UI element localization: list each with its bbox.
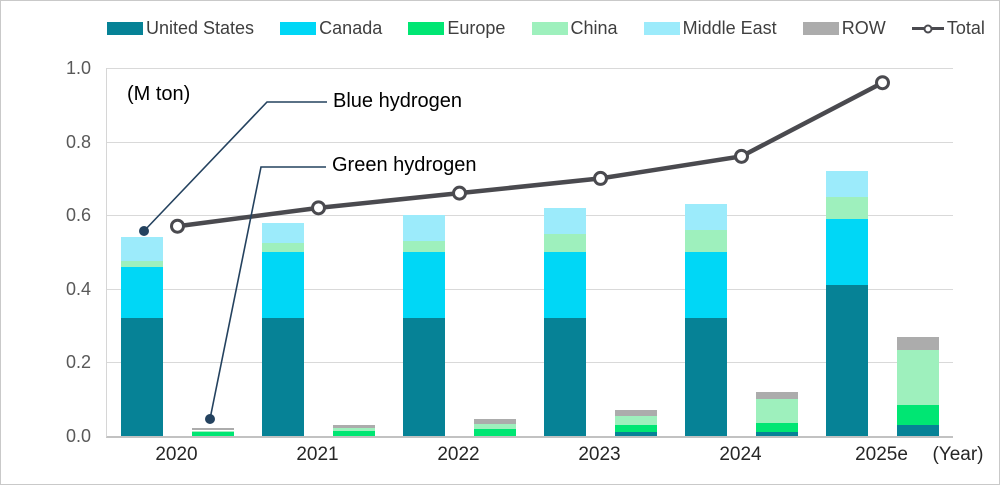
bar-segment-canada-2023 [544,252,586,319]
legend-item-europe: Europe [408,18,505,39]
bar-segment-row-2025e [897,336,939,350]
legend-item-canada: Canada [280,18,382,39]
bar-segment-row-2022 [474,419,516,424]
blue-hydrogen-annotation: Blue hydrogen [333,90,462,112]
bar-segment-united-states-2021 [262,318,304,436]
y-axis-tick-label: 0.8 [65,131,91,152]
bar-segment-united-states-2023 [544,318,586,436]
legend-swatch-europe-icon [408,22,445,35]
bar-segment-europe-2022 [474,429,516,436]
legend-label: China [570,18,618,38]
x-axis-category-label: 2025e [855,444,908,465]
plot-area [106,68,953,438]
bar-segment-china-2021 [333,427,375,432]
x-axis-category-label: 2023 [578,444,621,465]
chart-legend: United States Canada Europe China Middle Eas… [107,18,985,39]
y-axis-tick-label: 0.6 [65,205,91,226]
bar-segment-china-2020 [121,261,163,267]
legend-item-middle-east: Middle East [643,18,777,39]
legend-item-china: China [531,18,618,39]
bar-segment-canada-2025e [826,218,868,286]
bar-segment-china-2023 [544,233,586,252]
x-axis-category-label: 2020 [155,444,198,465]
y-axis-tick-label: 1.0 [65,58,91,78]
total-marker-2024 [734,148,749,164]
bar-segment-canada-2022 [403,252,445,319]
bar-segment-china-2023 [615,415,657,425]
y-axis-tick-label: 0.0 [65,426,91,446]
bar-segment-row-2024 [756,391,798,400]
total-marker-2021 [311,200,326,216]
bar-segment-united-states-2022 [403,318,445,436]
legend-item-united-states: United States [107,18,254,39]
bar-segment-china-2025e [826,196,868,219]
x-axis-category-label: 2024 [719,444,762,465]
bar-segment-china-2022 [403,240,445,252]
bar-segment-canada-2020 [121,266,163,319]
gridline [107,141,953,143]
legend-marker-dot-icon [923,24,933,33]
bar-segment-united-states-2025e [826,285,868,436]
bar-segment-china-2020 [192,430,234,433]
bar-segment-middle-east-2021 [262,222,304,243]
bar-segment-china-2022 [474,423,516,430]
bar-segment-middle-east-2023 [544,207,586,234]
bar-segment-united-states-2020 [121,318,163,436]
bar-segment-united-states-2023 [615,431,657,436]
total-marker-2023 [593,170,608,186]
bar-segment-china-2025e [897,349,939,405]
bar-segment-china-2024 [685,229,727,252]
bar-segment-europe-2023 [615,424,657,432]
legend-swatch-canada-icon [280,22,317,35]
bar-segment-united-states-2024 [685,318,727,436]
green-hydrogen-annotation: Green hydrogen [332,154,477,176]
bar-segment-canada-2024 [685,252,727,319]
bar-segment-europe-2024 [756,423,798,433]
legend-label: United States [146,18,255,38]
total-marker-2022 [452,185,467,201]
x-axis-category-label: 2022 [437,444,480,465]
bar-segment-row-2023 [615,410,657,416]
legend-label: Total [946,18,985,38]
x-axis-category-label: 2021 [296,444,339,465]
x-axis-unit-label: (Year) [932,444,984,465]
bar-segment-middle-east-2022 [403,215,445,241]
unit-label: (M ton) [127,83,191,105]
legend-swatch-middle-east-icon [643,22,680,35]
bar-segment-middle-east-2024 [685,204,727,230]
bar-segment-europe-2025e [897,404,939,425]
bar-segment-canada-2021 [262,252,304,319]
gridline [107,68,953,69]
bar-segment-middle-east-2025e [826,171,868,197]
bar-segment-united-states-2025e [897,424,939,436]
total-marker-2025e [875,75,890,91]
bar-segment-europe-2020 [192,432,234,436]
bar-segment-row-2021 [333,424,375,428]
bar-segment-china-2024 [756,399,798,424]
legend-item-total: Total [911,18,985,39]
gridline [107,362,953,364]
gridline [107,288,953,290]
legend-label: ROW [841,18,886,38]
y-axis-tick-label: 0.4 [65,278,91,299]
legend-swatch-row-icon [802,22,839,35]
legend-label: Canada [319,18,383,38]
bar-segment-middle-east-2020 [121,237,163,262]
legend-item-row: ROW [802,18,886,39]
legend-label: Europe [447,18,506,38]
legend-swatch-united-states-icon [107,22,143,35]
total-line [177,80,884,229]
total-marker-2020 [170,218,185,234]
bar-segment-china-2021 [262,242,304,252]
bar-segment-united-states-2024 [756,432,798,436]
legend-swatch-china-icon [531,22,568,35]
bar-segment-row-2020 [192,427,234,431]
bar-segment-europe-2021 [333,431,375,436]
legend-label: Middle East [682,18,777,38]
legend-line-marker-icon [911,24,944,33]
y-axis-tick-label: 0.2 [65,352,91,373]
